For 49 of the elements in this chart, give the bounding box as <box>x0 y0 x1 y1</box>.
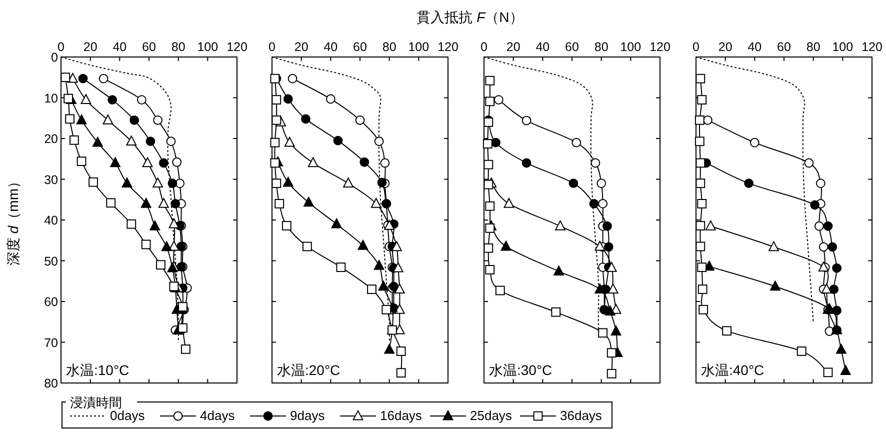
x-tick-label: 80 <box>806 40 820 54</box>
annotation: 水温:40°C <box>701 362 764 378</box>
annotation: 水温:10°C <box>66 362 130 378</box>
x-tick-label: 120 <box>650 40 670 54</box>
x-tick-label: 100 <box>197 40 218 54</box>
x-tick-label: 40 <box>112 40 127 54</box>
x-axis-title: 貫入抵抗 F（N） <box>416 9 524 25</box>
legend-label: 36days <box>560 408 602 423</box>
x-tick-label: 100 <box>832 40 854 54</box>
x-tick-label: 100 <box>620 40 642 54</box>
x-tick-label: 20 <box>83 40 98 54</box>
y-tick-label: 50 <box>44 254 58 268</box>
x-tick-label: 0 <box>268 40 276 54</box>
legend-title: 浸漬時間 <box>70 395 122 410</box>
y-tick-label: 70 <box>44 336 58 350</box>
legend-label: 4days <box>200 408 236 423</box>
legend-label: 16days <box>380 408 422 423</box>
annotation: 水温:30°C <box>489 362 552 378</box>
x-tick-label: 0 <box>692 40 700 54</box>
x-tick-label: 120 <box>226 40 248 54</box>
x-tick-label: 120 <box>862 40 882 54</box>
x-tick-label: 0 <box>480 40 488 54</box>
x-tick-label: 60 <box>142 40 156 54</box>
y-axis-title: 深度 d（mm） <box>5 174 21 266</box>
x-tick-label: 60 <box>777 40 791 54</box>
x-tick-label: 20 <box>506 40 520 54</box>
y-tick-label: 10 <box>44 91 58 106</box>
x-tick-label: 60 <box>353 40 367 54</box>
x-tick-label: 20 <box>718 40 732 54</box>
x-tick-label: 60 <box>565 40 579 54</box>
legend-label: 9days <box>290 408 326 423</box>
y-tick-label: 80 <box>44 376 58 390</box>
annotation: 水温:20°C <box>277 362 340 378</box>
y-tick-label: 30 <box>44 172 58 187</box>
x-tick-label: 40 <box>536 40 550 54</box>
x-tick-label: 80 <box>594 40 608 54</box>
x-tick-label: 40 <box>324 40 338 54</box>
x-tick-label: 120 <box>438 40 458 54</box>
y-tick-label: 60 <box>44 295 58 309</box>
x-tick-label: 80 <box>171 40 186 54</box>
legend-label: 25days <box>470 408 512 423</box>
x-tick-label: 20 <box>294 40 308 54</box>
x-tick-label: 80 <box>382 40 396 54</box>
x-tick-label: 100 <box>408 40 430 54</box>
y-tick-label: 20 <box>44 132 58 146</box>
y-tick-label: 0 <box>51 50 58 64</box>
legend-label: 0days <box>110 408 146 423</box>
y-tick-label: 40 <box>44 214 58 228</box>
x-tick-label: 40 <box>748 40 762 54</box>
